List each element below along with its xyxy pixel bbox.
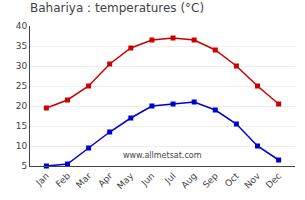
svg-text:May: May (115, 170, 136, 191)
svg-text:Jul: Jul (162, 171, 177, 186)
svg-text:Nov: Nov (243, 170, 263, 190)
svg-text:Bahariya : temperatures (°C): Bahariya : temperatures (°C) (30, 1, 204, 15)
svg-text:30: 30 (16, 61, 28, 71)
svg-text:www.allmetsat.com: www.allmetsat.com (123, 151, 202, 160)
svg-text:Jan: Jan (33, 171, 51, 189)
svg-text:Mar: Mar (74, 171, 93, 190)
svg-text:10: 10 (16, 141, 28, 151)
svg-text:40: 40 (16, 21, 28, 31)
svg-text:20: 20 (16, 101, 28, 111)
svg-text:Dec: Dec (264, 171, 283, 190)
svg-text:Apr: Apr (96, 171, 114, 189)
svg-text:Oct: Oct (223, 170, 241, 188)
svg-text:35: 35 (16, 41, 27, 51)
svg-text:Aug: Aug (179, 171, 199, 191)
svg-text:15: 15 (16, 121, 27, 131)
svg-text:5: 5 (21, 161, 27, 171)
svg-text:Sep: Sep (201, 171, 220, 190)
svg-text:Feb: Feb (54, 171, 73, 190)
svg-text:25: 25 (16, 81, 27, 91)
svg-text:Jun: Jun (139, 171, 157, 189)
